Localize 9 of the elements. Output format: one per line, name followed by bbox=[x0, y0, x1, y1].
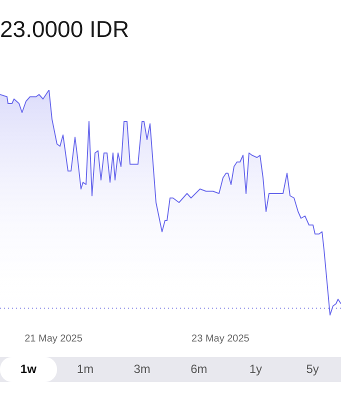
x-tick-label: 23 May 2025 bbox=[192, 334, 250, 344]
text: 1y bbox=[248, 361, 264, 378]
chart-title: 23.0000 IDR bbox=[0, 16, 130, 43]
text: 3m bbox=[132, 361, 152, 378]
text: 1w bbox=[0, 357, 57, 382]
text: 6m bbox=[190, 361, 208, 378]
text: 1m bbox=[76, 361, 95, 378]
text: 5y bbox=[305, 361, 320, 378]
x-tick-label: 21 May 2025 bbox=[24, 334, 83, 344]
